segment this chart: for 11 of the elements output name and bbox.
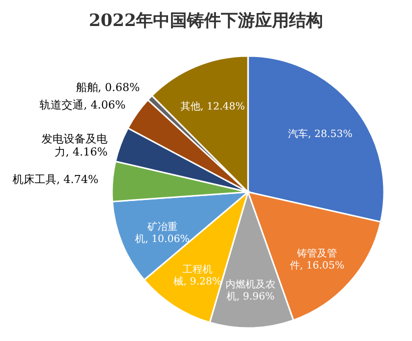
slice-label: 轨道交通, 4.06% [40, 98, 126, 112]
slice-label: 工程机械, 9.28% [174, 264, 222, 288]
slice-label: 机床工具, 4.74% [12, 173, 98, 186]
slice-label: 发电设备及电力, 4.16% [42, 132, 108, 158]
chart-title: 2022年中国铸件下游应用结构 [88, 11, 324, 31]
slice-label: 铸管及管件, 16.05% [290, 248, 344, 272]
slice-label: 其他, 12.48% [180, 100, 245, 113]
slice-label: 船舶, 0.68% [76, 81, 140, 94]
slice-label: 矿冶重机, 10.06% [135, 220, 190, 245]
slice-label: 内燃机及农机, 9.96% [226, 278, 276, 302]
slice-label: 汽车, 28.53% [288, 128, 352, 140]
